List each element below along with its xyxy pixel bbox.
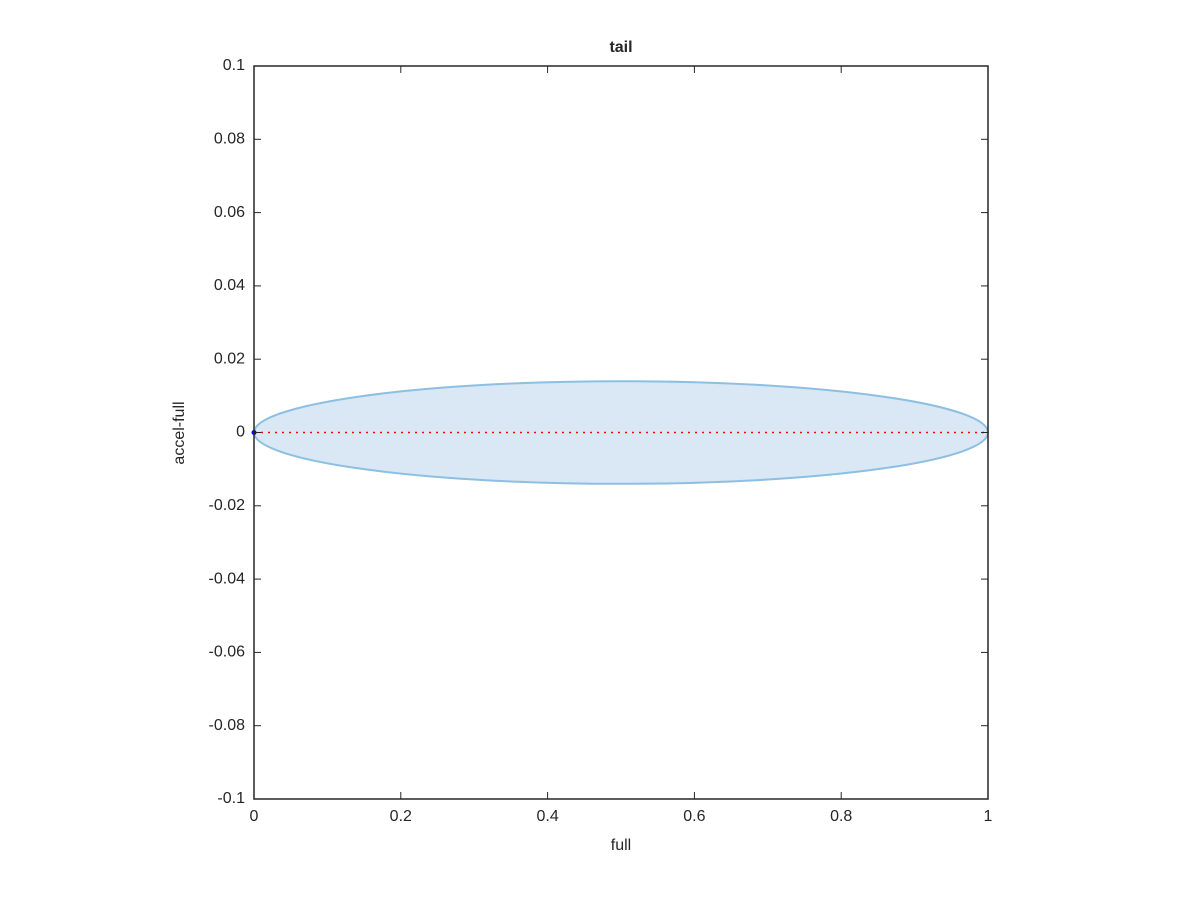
y-tick-label: 0.06	[214, 204, 245, 221]
y-tick-label: -0.06	[209, 644, 246, 661]
y-tick-label: 0.08	[214, 131, 245, 148]
y-axis-label: accel-full	[171, 401, 188, 464]
y-tick-label: -0.02	[209, 497, 246, 514]
x-tick-label: 0.4	[536, 808, 558, 825]
y-tick-label: -0.08	[209, 717, 246, 734]
x-tick-label: 0.8	[830, 808, 852, 825]
chart-title: tail	[609, 39, 632, 56]
y-tick-label: 0.04	[214, 277, 245, 294]
x-tick-label: 0.2	[390, 808, 412, 825]
y-tick-label: 0.1	[223, 57, 245, 74]
y-tick-label: -0.1	[217, 790, 245, 807]
x-tick-label: 0.6	[683, 808, 705, 825]
x-tick-label: 1	[984, 808, 993, 825]
y-tick-label: 0	[236, 424, 245, 441]
x-tick-label: 0	[250, 808, 259, 825]
y-tick-label: 0.02	[214, 350, 245, 367]
x-axis-label: full	[611, 837, 631, 854]
y-tick-label: -0.04	[209, 570, 246, 587]
